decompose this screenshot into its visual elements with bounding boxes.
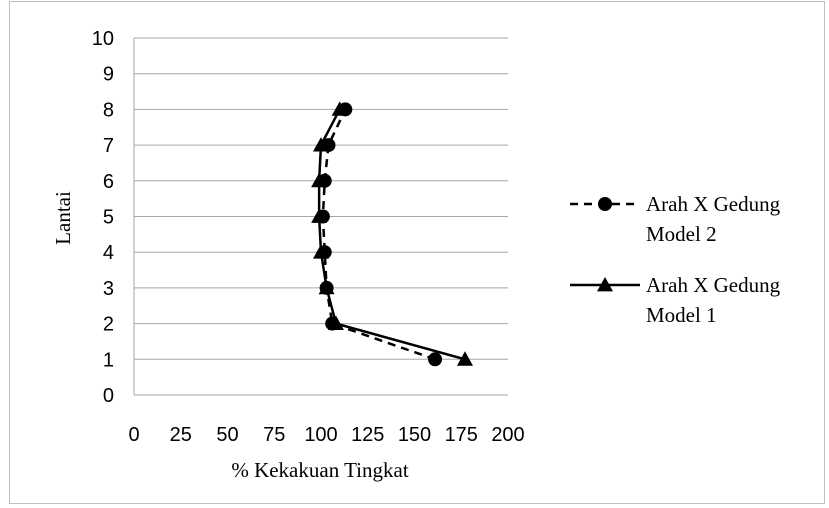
legend-label-line1: Arah X Gedung <box>646 192 781 216</box>
legend-marker <box>597 277 613 292</box>
triangle-marker <box>313 244 329 259</box>
triangle-marker <box>311 172 328 188</box>
triangle-marker <box>311 208 328 223</box>
circle-marker <box>428 352 443 367</box>
y-tick-label: 0 <box>103 385 114 407</box>
y-tick-label: 10 <box>92 28 114 50</box>
y-axis-title: Lantai <box>51 191 75 245</box>
x-tick-label: 75 <box>263 424 285 446</box>
legend-label-line1: Arah X Gedung <box>646 273 781 297</box>
x-axis-title: % Kekakuan Tingkat <box>231 458 408 482</box>
gridlines <box>134 37 508 360</box>
x-tick-label: 100 <box>304 424 337 446</box>
legend-label-line2: Model 2 <box>646 222 717 246</box>
y-tick-label: 6 <box>103 171 114 193</box>
x-tick-label: 50 <box>216 424 238 446</box>
x-tick-label: 200 <box>491 424 524 446</box>
x-tick-label: 175 <box>445 424 478 446</box>
triangle-marker <box>327 315 344 330</box>
triangle-marker <box>313 137 329 152</box>
series-2 <box>311 101 473 366</box>
legend-entry-1: Arah X Gedung Model 2 <box>570 192 781 246</box>
legend-marker <box>598 197 612 211</box>
chart-frame <box>9 1 825 504</box>
y-tick-label: 7 <box>103 135 114 157</box>
y-tick-label: 2 <box>103 314 114 336</box>
y-tick-label: 1 <box>103 349 114 371</box>
triangle-marker <box>331 101 348 116</box>
y-tick-label: 8 <box>103 99 114 121</box>
y-tick-label: 9 <box>103 64 114 86</box>
triangle-marker <box>456 351 473 366</box>
y-tick-label: 5 <box>103 207 114 229</box>
x-tick-label: 0 <box>128 424 139 446</box>
series-line-1 <box>321 108 436 361</box>
y-tick-label: 3 <box>103 278 114 300</box>
y-tick-label: 4 <box>103 242 114 264</box>
legend: Arah X Gedung Model 2 Arah X Gedung Model 1 <box>570 192 781 327</box>
legend-entry-2: Arah X Gedung Model 1 <box>570 273 781 327</box>
series-line-2 <box>317 108 466 361</box>
x-tick-label: 25 <box>170 424 192 446</box>
x-tick-label: 125 <box>351 424 384 446</box>
triangle-marker <box>318 279 335 295</box>
x-tick-label: 150 <box>398 424 431 446</box>
axes <box>133 38 508 396</box>
series <box>311 101 473 367</box>
legend-label-line2: Model 1 <box>646 303 717 327</box>
